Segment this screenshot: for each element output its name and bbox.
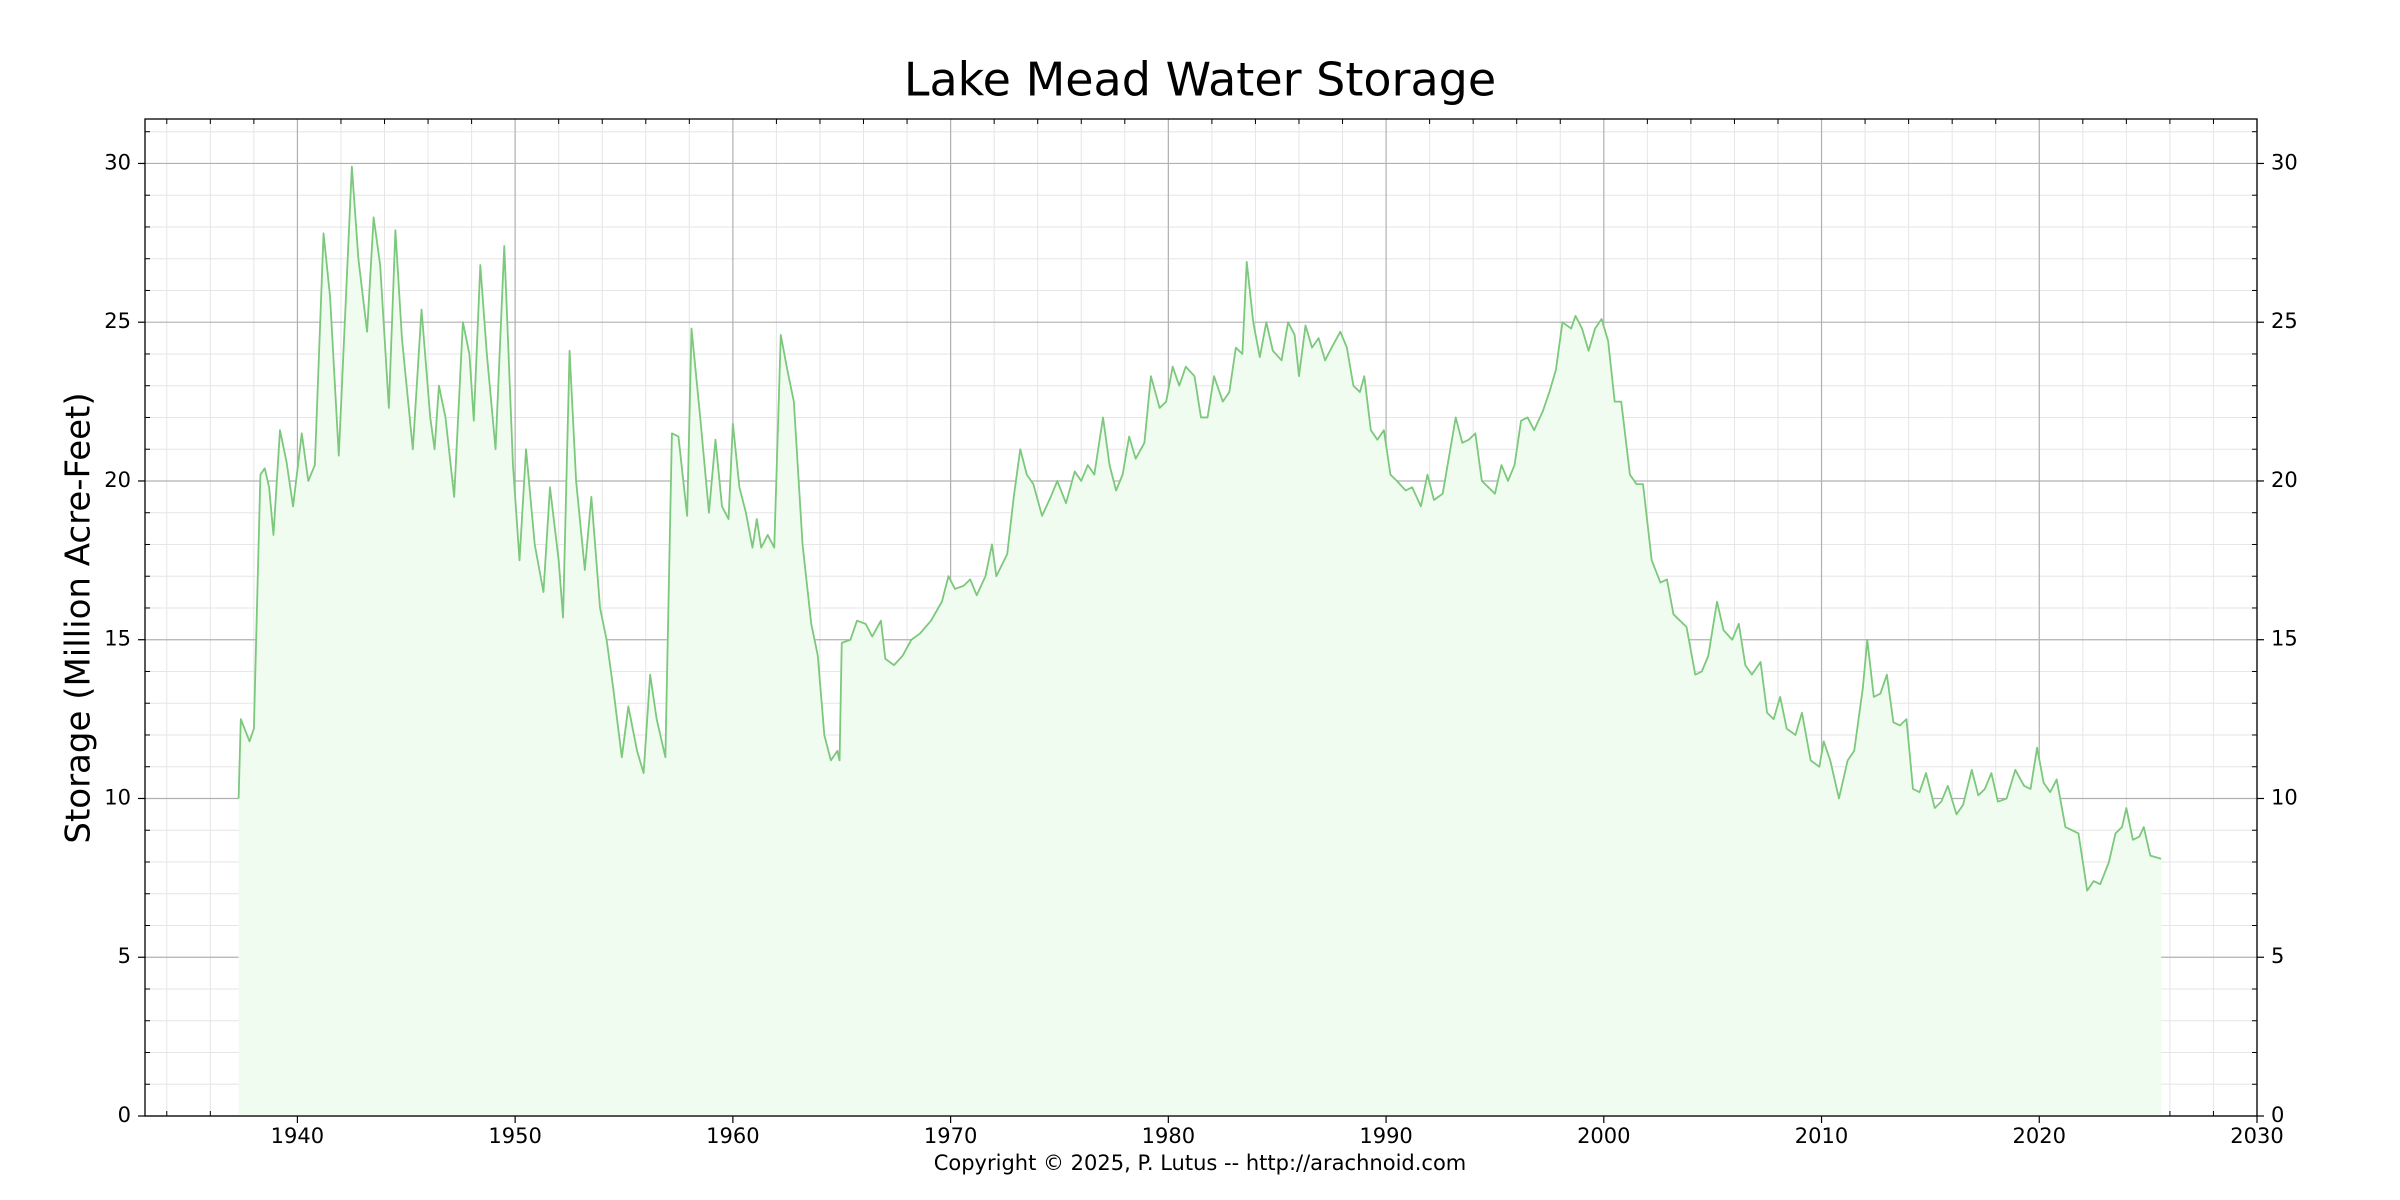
x-tick-label: 2010: [1795, 1124, 1848, 1148]
chart-title: Lake Mead Water Storage: [904, 53, 1496, 107]
y-tick-label: 10: [104, 785, 131, 809]
x-tick-label: 2020: [2013, 1124, 2066, 1148]
y-tick-label: 25: [104, 309, 131, 333]
y-tick-label-right: 5: [2271, 944, 2284, 968]
y-tick-label-right: 0: [2271, 1103, 2284, 1127]
x-tick-label: 1980: [1142, 1124, 1195, 1148]
area: [238, 166, 2162, 1116]
y-tick-label: 15: [104, 627, 131, 651]
y-tick-label: 20: [104, 468, 131, 492]
x-tick-label: 1940: [271, 1124, 324, 1148]
y-axis-label: Storage (Million Acre-Feet): [59, 392, 99, 843]
y-tick-label-right: 25: [2271, 309, 2298, 333]
plot-frame: [144, 118, 2258, 1117]
y-tick-label: 0: [118, 1103, 131, 1127]
x-tick-label: 1970: [924, 1124, 977, 1148]
line: [237, 165, 2162, 892]
y-tick-label-right: 20: [2271, 468, 2298, 492]
x-tick-label: 1990: [1359, 1124, 1412, 1148]
y-tick-label: 5: [118, 944, 131, 968]
y-tick-label-right: 10: [2271, 785, 2298, 809]
y-tick-label: 30: [104, 150, 131, 174]
x-tick-label: 2000: [1577, 1124, 1630, 1148]
y-tick-label-right: 15: [2271, 627, 2298, 651]
footer: Copyright © 2025, P. Lutus -- http://ara…: [934, 1151, 1467, 1175]
x-tick-label: 1950: [488, 1124, 541, 1148]
y-tick-label-right: 30: [2271, 150, 2298, 174]
x-tick-label: 1960: [706, 1124, 759, 1148]
x-tick-label: 2030: [2230, 1124, 2283, 1148]
